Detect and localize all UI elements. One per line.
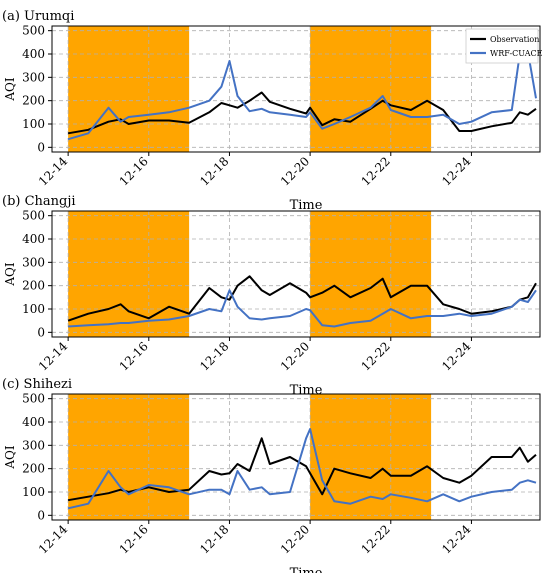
y-tick-label: 0 (37, 325, 45, 339)
shaded-period-1 (68, 211, 190, 337)
x-tick-label: 12-14 (36, 339, 71, 374)
series-line-wrf-cuace (67, 428, 537, 510)
x-axis-label: Time (290, 566, 323, 573)
shaded-period-2 (310, 211, 432, 337)
y-tick-label: 400 (22, 232, 45, 246)
series-line-observation (67, 437, 537, 502)
x-tick-label: 12-24 (439, 154, 474, 189)
y-tick-label: 100 (22, 485, 45, 499)
x-axis-label: Time (290, 198, 323, 213)
y-tick-label: 400 (22, 415, 45, 429)
y-axis-label: AQI (3, 77, 17, 102)
x-tick-label: 12-24 (439, 522, 474, 557)
y-tick-label: 500 (22, 392, 45, 406)
y-tick-label: 200 (22, 462, 45, 476)
panel-1: 0 100 200 300 400 500 12-14 12-16 12-18 12-20 12-2… (2, 9, 543, 213)
series-line-observation (67, 91, 537, 135)
plot-frame (51, 393, 541, 521)
x-tick-label: 12-16 (117, 339, 151, 373)
x-tick-label: 12-24 (439, 339, 474, 374)
series-line-observation (67, 275, 537, 322)
y-tick-label: 0 (37, 508, 45, 522)
x-tick-label: 12-18 (197, 522, 231, 556)
x-tick-label: 12-20 (278, 339, 312, 373)
shaded-period-2 (310, 394, 432, 520)
panel-3: 0 100 200 300 400 500 12-14 12-16 12-18 12-20 12-2… (2, 377, 541, 573)
x-tick-label: 12-16 (117, 154, 151, 188)
x-tick-label: 12-22 (359, 522, 393, 556)
legend-label-observation: Observation (490, 35, 539, 44)
x-tick-label: 12-18 (197, 339, 231, 373)
y-axis-label: AQI (3, 262, 17, 287)
y-tick-label: 400 (22, 47, 45, 61)
x-tick-label: 12-20 (278, 154, 312, 188)
shaded-period-1 (68, 394, 190, 520)
y-tick-label: 100 (22, 117, 45, 131)
plot-frame (51, 25, 541, 153)
series-line-wrf-cuace (68, 289, 537, 328)
y-tick-label: 0 (37, 140, 45, 154)
x-tick-label: 12-20 (278, 522, 312, 556)
legend: Observation WRF-CUACE (465, 28, 543, 64)
x-tick-label: 12-14 (36, 522, 71, 557)
y-tick-label: 200 (22, 94, 45, 108)
x-tick-label: 12-18 (197, 154, 231, 188)
x-tick-label: 12-22 (359, 154, 393, 188)
legend-box (465, 28, 539, 64)
panel-2: 0 100 200 300 400 500 12-14 12-16 12-18 12-20 12-2… (2, 194, 541, 398)
plot-frame (51, 210, 541, 338)
y-tick-label: 300 (22, 255, 45, 269)
y-tick-label: 200 (22, 279, 45, 293)
shaded-period-1 (68, 26, 190, 152)
y-axis-label: AQI (3, 445, 17, 470)
y-tick-label: 500 (22, 209, 45, 223)
y-tick-label: 300 (22, 438, 45, 452)
y-tick-label: 100 (22, 302, 45, 316)
shaded-period-2 (310, 26, 432, 152)
y-tick-label: 300 (22, 70, 45, 84)
panel-title: (b) Changji (2, 194, 76, 209)
x-tick-label: 12-16 (117, 522, 151, 556)
panel-title: (a) Urumqi (2, 9, 74, 24)
x-tick-label: 12-14 (36, 154, 71, 189)
x-tick-label: 12-22 (359, 339, 393, 373)
series-line-wrf-cuace (67, 50, 537, 141)
legend-label-wrf-cuace: WRF-CUACE (490, 49, 543, 58)
panel-title: (c) Shihezi (2, 377, 72, 392)
y-tick-label: 500 (22, 24, 45, 38)
